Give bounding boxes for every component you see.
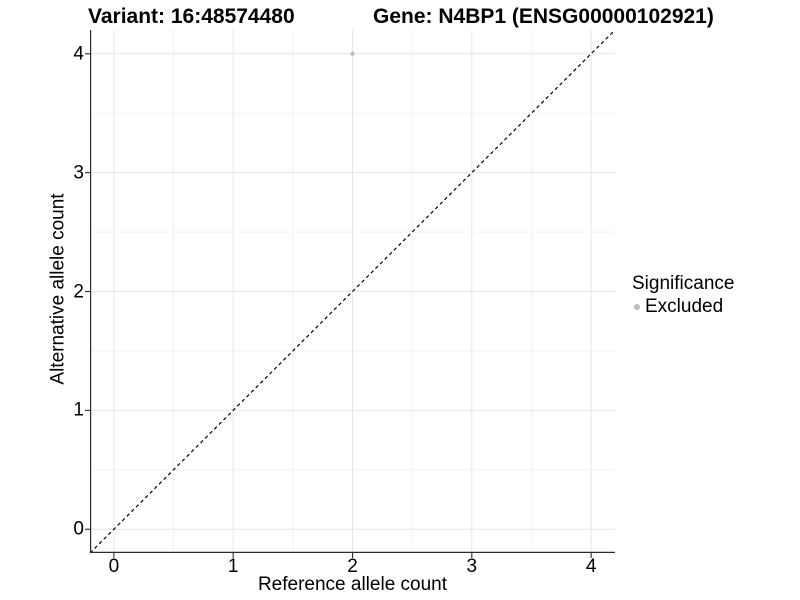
x-axis-title: Reference allele count: [257, 574, 448, 595]
plot-panel-svg: [85, 29, 616, 558]
y-tick-label: 2: [73, 281, 84, 302]
y-tick-label: 3: [73, 162, 84, 184]
identity-dashed-line: [89, 29, 616, 554]
variant-title: Variant: 16:48574480: [88, 5, 295, 28]
y-tick-label: 4: [73, 43, 84, 65]
plot-panel: [85, 29, 616, 558]
legend-item: Excluded: [632, 296, 734, 318]
x-tick-label: 3: [466, 556, 478, 577]
y-tick-label: 1: [73, 399, 84, 421]
legend-items: Excluded: [632, 296, 734, 318]
legend-title: Significance: [632, 273, 735, 294]
x-tick-label: 1: [227, 556, 239, 577]
x-tick-label: 4: [585, 556, 597, 577]
x-tick-label: 2: [347, 556, 358, 577]
legend-key-dot-icon: [634, 304, 640, 310]
y-tick-label: 0: [73, 518, 84, 540]
gene-title: Gene: N4BP1 (ENSG00000102921): [373, 5, 714, 28]
legend: Significance Excluded: [632, 272, 734, 318]
data-point: [350, 51, 355, 56]
x-tick-label: 0: [108, 556, 120, 577]
legend-item-label: Excluded: [645, 296, 724, 317]
